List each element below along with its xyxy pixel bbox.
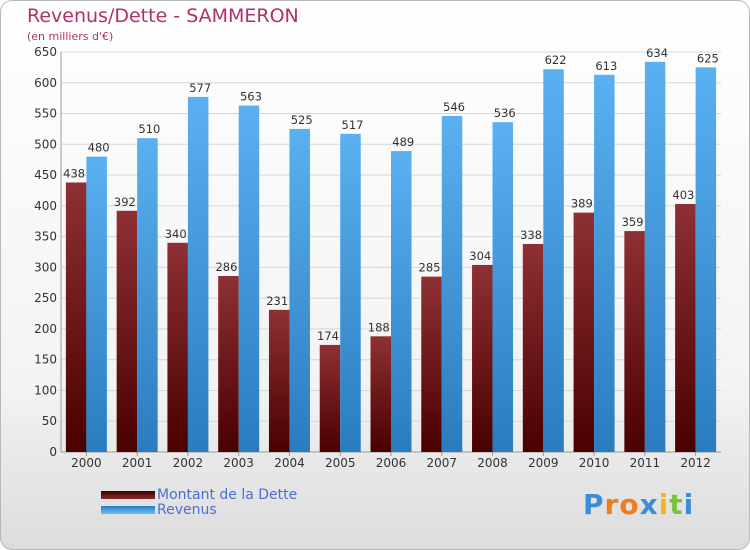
bar-revenus: [441, 116, 463, 452]
bar-dette: [370, 336, 391, 452]
x-tick-label: 2006: [376, 456, 407, 470]
legend-label-revenus: Revenus: [157, 502, 217, 518]
bar-revenus: [492, 122, 514, 453]
chart-title: Revenus/Dette - SAMMERON: [27, 5, 299, 27]
bar-revenus: [695, 67, 717, 452]
legend-swatch-revenus: [101, 506, 155, 514]
y-tick-label: 250: [34, 291, 57, 305]
bar-revenus: [543, 69, 564, 452]
y-tick-label: 50: [42, 414, 57, 428]
bar-revenus: [137, 138, 158, 452]
x-tick-label: 2012: [680, 456, 711, 470]
y-tick-label: 450: [34, 168, 57, 182]
x-tick-label: 2001: [122, 456, 153, 470]
x-tick-label: 2005: [325, 456, 356, 470]
data-label-revenus: 563: [240, 90, 262, 104]
legend-swatch-dette: [101, 491, 155, 499]
y-tick-label: 500: [34, 137, 57, 151]
y-tick-label: 200: [34, 322, 57, 336]
legend-label-dette: Montant de la Dette: [157, 487, 298, 503]
data-label-revenus: 634: [646, 46, 668, 60]
bar-dette: [319, 344, 341, 452]
logo-letter: r: [604, 488, 620, 521]
bar-dette: [421, 276, 442, 452]
bar-dette: [472, 264, 493, 452]
x-tick-label: 2011: [630, 456, 661, 470]
logo-letter: o: [619, 488, 640, 521]
data-label-revenus: 517: [342, 118, 364, 132]
bar-revenus: [86, 156, 107, 452]
data-label-dette: 174: [317, 329, 339, 343]
bar-revenus: [391, 151, 412, 453]
x-tick-label: 2008: [477, 456, 508, 470]
proxiti-logo: Proxiti: [583, 488, 694, 521]
bar-revenus: [340, 133, 361, 452]
bar-dette: [268, 309, 290, 452]
data-label-revenus: 546: [443, 100, 465, 114]
data-label-revenus: 577: [189, 81, 211, 95]
chart-subtitle: (en milliers d'€): [27, 30, 114, 43]
x-tick-label: 2000: [71, 456, 102, 470]
legend-item-dette: Montant de la Dette: [101, 487, 298, 503]
logo-letter: x: [639, 488, 659, 521]
data-label-dette: 304: [469, 249, 491, 263]
data-label-revenus: 525: [291, 113, 313, 127]
bar-revenus: [289, 128, 310, 452]
x-tick-label: 2009: [528, 456, 559, 470]
y-tick-label: 0: [49, 445, 57, 459]
data-label-dette: 359: [622, 215, 644, 229]
bar-dette: [116, 210, 138, 452]
data-label-revenus: 613: [595, 59, 617, 73]
logo-letter: P: [583, 488, 605, 521]
y-tick-label: 650: [34, 45, 57, 59]
bar-revenus: [594, 74, 615, 453]
data-label-dette: 188: [368, 320, 390, 334]
data-label-dette: 231: [266, 294, 288, 308]
data-label-dette: 392: [114, 195, 136, 209]
x-tick-label: 2007: [426, 456, 457, 470]
x-tick-label: 2010: [579, 456, 610, 470]
data-label-dette: 438: [63, 166, 85, 180]
y-tick-label: 550: [34, 107, 57, 121]
bar-dette: [675, 204, 696, 452]
x-tick-label: 2002: [173, 456, 204, 470]
bar-revenus: [238, 105, 260, 453]
y-tick-label: 100: [34, 383, 57, 397]
bar-dette: [624, 231, 645, 452]
x-tick-label: 2004: [274, 456, 305, 470]
y-tick-label: 400: [34, 199, 57, 213]
bar-dette: [167, 242, 188, 452]
data-label-revenus: 622: [545, 53, 567, 67]
bar-dette: [218, 276, 239, 452]
bar-dette: [65, 182, 87, 452]
y-tick-label: 600: [34, 76, 57, 90]
data-label-revenus: 536: [494, 106, 516, 120]
y-tick-label: 150: [34, 353, 57, 367]
logo-letter: i: [658, 488, 670, 521]
y-tick-label: 300: [34, 260, 57, 274]
data-label-dette: 340: [165, 227, 187, 241]
bar-revenus: [187, 96, 209, 452]
data-label-dette: 286: [215, 260, 237, 274]
data-label-revenus: 625: [697, 51, 719, 65]
bar-dette: [573, 212, 595, 452]
x-tick-label: 2003: [223, 456, 254, 470]
data-label-dette: 285: [419, 261, 441, 275]
data-label-dette: 389: [571, 197, 593, 211]
data-label-revenus: 480: [88, 141, 110, 155]
logo-letter: i: [683, 488, 695, 521]
data-label-revenus: 510: [138, 122, 160, 136]
bar-revenus: [644, 61, 666, 452]
legend-item-revenus: Revenus: [101, 502, 217, 518]
data-label-revenus: 489: [392, 135, 414, 149]
y-tick-label: 350: [34, 230, 57, 244]
data-label-dette: 403: [672, 188, 694, 202]
logo-letter: t: [669, 488, 684, 521]
data-label-dette: 338: [520, 228, 542, 242]
bar-dette: [522, 244, 544, 452]
